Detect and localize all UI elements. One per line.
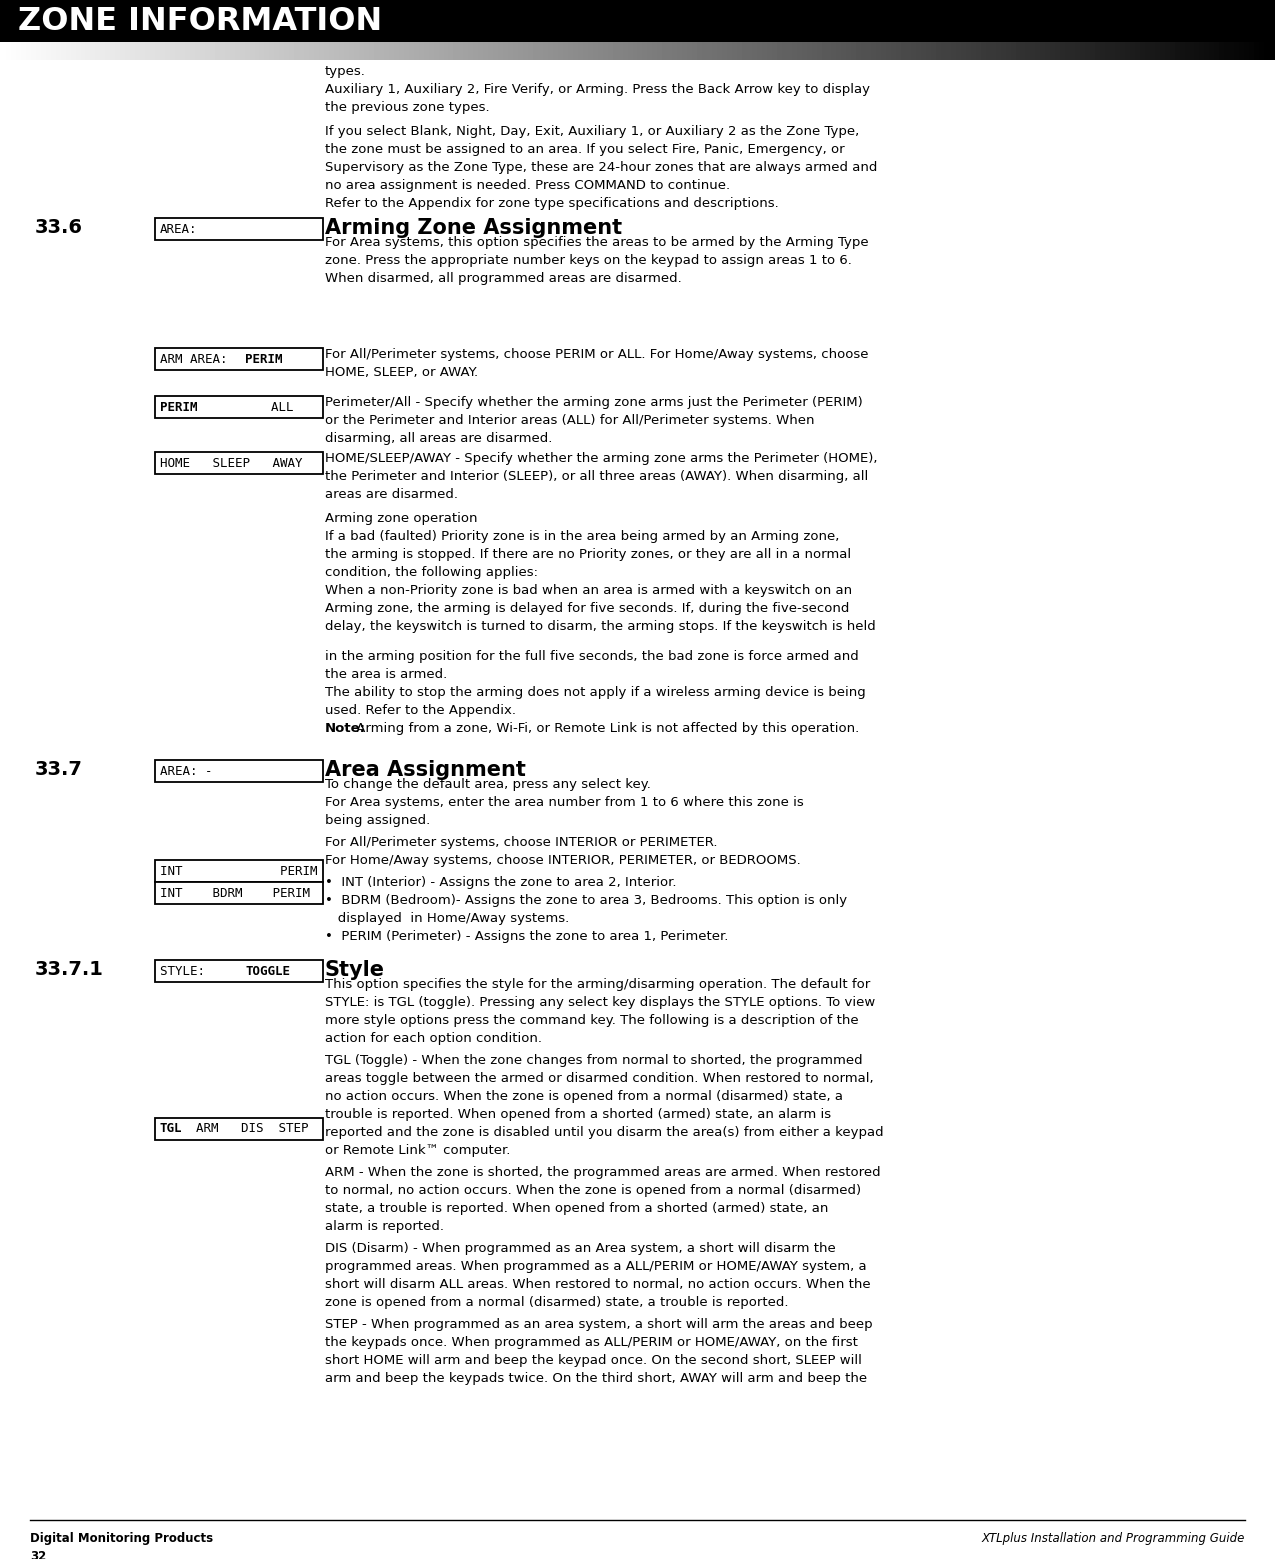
Text: the previous zone types.: the previous zone types. [325, 101, 490, 114]
Text: INT             PERIM: INT PERIM [159, 865, 317, 878]
Text: HOME   SLEEP   AWAY: HOME SLEEP AWAY [159, 457, 302, 469]
Text: the arming is stopped. If there are no Priority zones, or they are all in a norm: the arming is stopped. If there are no P… [325, 549, 852, 561]
Text: areas are disarmed.: areas are disarmed. [325, 488, 458, 500]
Text: Supervisory as the Zone Type, these are 24-hour zones that are always armed and: Supervisory as the Zone Type, these are … [325, 161, 877, 175]
Text: 33.7: 33.7 [34, 759, 83, 780]
Text: PERIM: PERIM [159, 401, 198, 413]
Text: •  BDRM (Bedroom)- Assigns the zone to area 3, Bedrooms. This option is only: • BDRM (Bedroom)- Assigns the zone to ar… [325, 893, 847, 907]
Bar [156, 759, 323, 783]
Text: ZONE INFORMATION: ZONE INFORMATION [18, 6, 382, 36]
Text: Arming from a zone, Wi-Fi, or Remote Link is not affected by this operation.: Arming from a zone, Wi-Fi, or Remote Lin… [352, 722, 859, 734]
Text: reported and the zone is disabled until you disarm the area(s) from either a key: reported and the zone is disabled until … [325, 1126, 884, 1140]
Text: Digital Monitoring Products: Digital Monitoring Products [31, 1532, 213, 1545]
Text: Refer to the Appendix for zone type specifications and descriptions.: Refer to the Appendix for zone type spec… [325, 196, 779, 210]
Bar [156, 861, 323, 882]
Text: ALL: ALL [195, 401, 293, 413]
Text: 33.6: 33.6 [34, 218, 83, 237]
Text: Arming zone operation: Arming zone operation [325, 511, 478, 525]
Text: state, a trouble is reported. When opened from a shorted (armed) state, an: state, a trouble is reported. When opene… [325, 1202, 829, 1214]
Text: STEP - When programmed as an area system, a short will arm the areas and beep: STEP - When programmed as an area system… [325, 1317, 872, 1331]
Text: AREA:: AREA: [159, 223, 198, 235]
Text: ARM AREA:: ARM AREA: [159, 352, 250, 365]
Text: For Area systems, enter the area number from 1 to 6 where this zone is: For Area systems, enter the area number … [325, 797, 803, 809]
Text: Note:: Note: [325, 722, 366, 734]
Text: TGL: TGL [159, 1122, 182, 1135]
Text: alarm is reported.: alarm is reported. [325, 1221, 444, 1233]
Bar [156, 882, 323, 904]
Text: to normal, no action occurs. When the zone is opened from a normal (disarmed): to normal, no action occurs. When the zo… [325, 1183, 861, 1197]
Text: being assigned.: being assigned. [325, 814, 430, 826]
Text: Arming Zone Assignment: Arming Zone Assignment [325, 218, 622, 239]
Text: the area is armed.: the area is armed. [325, 667, 448, 681]
Text: •  INT (Interior) - Assigns the zone to area 2, Interior.: • INT (Interior) - Assigns the zone to a… [325, 876, 677, 889]
Text: To change the default area, press any select key.: To change the default area, press any se… [325, 778, 650, 790]
Text: arm and beep the keypads twice. On the third short, AWAY will arm and beep the: arm and beep the keypads twice. On the t… [325, 1372, 867, 1384]
Text: disarming, all areas are disarmed.: disarming, all areas are disarmed. [325, 432, 552, 444]
Text: Arming zone, the arming is delayed for five seconds. If, during the five-second: Arming zone, the arming is delayed for f… [325, 602, 849, 614]
Text: This option specifies the style for the arming/disarming operation. The default : This option specifies the style for the … [325, 977, 871, 992]
Text: STYLE: is TGL (toggle). Pressing any select key displays the STYLE options. To v: STYLE: is TGL (toggle). Pressing any sel… [325, 996, 875, 1009]
Text: or Remote Link™ computer.: or Remote Link™ computer. [325, 1144, 510, 1157]
Text: trouble is reported. When opened from a shorted (armed) state, an alarm is: trouble is reported. When opened from a … [325, 1108, 831, 1121]
Text: in the arming position for the full five seconds, the bad zone is force armed an: in the arming position for the full five… [325, 650, 859, 663]
Text: Perimeter/All - Specify whether the arming zone arms just the Perimeter (PERIM): Perimeter/All - Specify whether the armi… [325, 396, 863, 408]
Text: For Area systems, this option specifies the areas to be armed by the Arming Type: For Area systems, this option specifies … [325, 235, 868, 249]
Text: used. Refer to the Appendix.: used. Refer to the Appendix. [325, 705, 516, 717]
Text: When a non-Priority zone is bad when an area is armed with a keyswitch on an: When a non-Priority zone is bad when an … [325, 585, 852, 597]
Text: ARM   DIS  STEP: ARM DIS STEP [181, 1122, 309, 1135]
Text: If a bad (faulted) Priority zone is in the area being armed by an Arming zone,: If a bad (faulted) Priority zone is in t… [325, 530, 839, 543]
Text: The ability to stop the arming does not apply if a wireless arming device is bei: The ability to stop the arming does not … [325, 686, 866, 698]
Text: displayed  in Home/Away systems.: displayed in Home/Away systems. [325, 912, 569, 924]
Text: action for each option condition.: action for each option condition. [325, 1032, 542, 1045]
Text: Area Assignment: Area Assignment [325, 759, 525, 780]
Text: 33.7.1: 33.7.1 [34, 960, 103, 979]
Bar [156, 960, 323, 982]
Text: ARM - When the zone is shorted, the programmed areas are armed. When restored: ARM - When the zone is shorted, the prog… [325, 1166, 881, 1179]
Text: no action occurs. When the zone is opened from a normal (disarmed) state, a: no action occurs. When the zone is opene… [325, 1090, 843, 1104]
Bar [156, 1118, 323, 1140]
Text: HOME, SLEEP, or AWAY.: HOME, SLEEP, or AWAY. [325, 366, 478, 379]
Text: the Perimeter and Interior (SLEEP), or all three areas (AWAY). When disarming, a: the Perimeter and Interior (SLEEP), or a… [325, 469, 868, 483]
Text: When disarmed, all programmed areas are disarmed.: When disarmed, all programmed areas are … [325, 271, 682, 285]
Text: For All/Perimeter systems, choose INTERIOR or PERIMETER.: For All/Perimeter systems, choose INTERI… [325, 836, 718, 850]
Text: TGL (Toggle) - When the zone changes from normal to shorted, the programmed: TGL (Toggle) - When the zone changes fro… [325, 1054, 863, 1066]
Text: zone is opened from a normal (disarmed) state, a trouble is reported.: zone is opened from a normal (disarmed) … [325, 1296, 788, 1310]
Text: short will disarm ALL areas. When restored to normal, no action occurs. When the: short will disarm ALL areas. When restor… [325, 1278, 871, 1291]
Text: condition, the following applies:: condition, the following applies: [325, 566, 538, 578]
Text: zone. Press the appropriate number keys on the keypad to assign areas 1 to 6.: zone. Press the appropriate number keys … [325, 254, 852, 267]
Text: For Home/Away systems, choose INTERIOR, PERIMETER, or BEDROOMS.: For Home/Away systems, choose INTERIOR, … [325, 854, 801, 867]
Text: 32: 32 [31, 1550, 46, 1559]
Text: no area assignment is needed. Press COMMAND to continue.: no area assignment is needed. Press COMM… [325, 179, 731, 192]
Text: or the Perimeter and Interior areas (ALL) for All/Perimeter systems. When: or the Perimeter and Interior areas (ALL… [325, 415, 815, 427]
Text: XTLplus Installation and Programming Guide: XTLplus Installation and Programming Gui… [982, 1532, 1244, 1545]
Text: AREA: -: AREA: - [159, 764, 213, 778]
Text: •  PERIM (Perimeter) - Assigns the zone to area 1, Perimeter.: • PERIM (Perimeter) - Assigns the zone t… [325, 931, 728, 943]
Text: more style options press the command key. The following is a description of the: more style options press the command key… [325, 1013, 858, 1027]
Text: PERIM: PERIM [245, 352, 283, 365]
Text: DIS (Disarm) - When programmed as an Area system, a short will disarm the: DIS (Disarm) - When programmed as an Are… [325, 1243, 835, 1255]
Text: types.: types. [325, 65, 366, 78]
Text: the zone must be assigned to an area. If you select Fire, Panic, Emergency, or: the zone must be assigned to an area. If… [325, 143, 844, 156]
Bar [156, 396, 323, 418]
Text: delay, the keyswitch is turned to disarm, the arming stops. If the keyswitch is : delay, the keyswitch is turned to disarm… [325, 620, 876, 633]
Bar [0, 0, 1275, 42]
Text: If you select Blank, Night, Day, Exit, Auxiliary 1, or Auxiliary 2 as the Zone T: If you select Blank, Night, Day, Exit, A… [325, 125, 859, 139]
Text: Auxiliary 1, Auxiliary 2, Fire Verify, or Arming. Press the Back Arrow key to di: Auxiliary 1, Auxiliary 2, Fire Verify, o… [325, 83, 870, 97]
Text: INT    BDRM    PERIM: INT BDRM PERIM [159, 887, 310, 900]
Text: HOME/SLEEP/AWAY - Specify whether the arming zone arms the Perimeter (HOME),: HOME/SLEEP/AWAY - Specify whether the ar… [325, 452, 877, 465]
Text: short HOME will arm and beep the keypad once. On the second short, SLEEP will: short HOME will arm and beep the keypad … [325, 1355, 862, 1367]
Bar [156, 452, 323, 474]
Text: areas toggle between the armed or disarmed condition. When restored to normal,: areas toggle between the armed or disarm… [325, 1073, 873, 1085]
Text: For All/Perimeter systems, choose PERIM or ALL. For Home/Away systems, choose: For All/Perimeter systems, choose PERIM … [325, 348, 868, 362]
Bar [156, 348, 323, 369]
Text: programmed areas. When programmed as a ALL/PERIM or HOME/AWAY system, a: programmed areas. When programmed as a A… [325, 1260, 867, 1274]
Text: Style: Style [325, 960, 385, 981]
Bar [156, 218, 323, 240]
Text: TOGGLE: TOGGLE [245, 965, 291, 977]
Text: STYLE:: STYLE: [159, 965, 250, 977]
Text: the keypads once. When programmed as ALL/PERIM or HOME/AWAY, on the first: the keypads once. When programmed as ALL… [325, 1336, 858, 1349]
